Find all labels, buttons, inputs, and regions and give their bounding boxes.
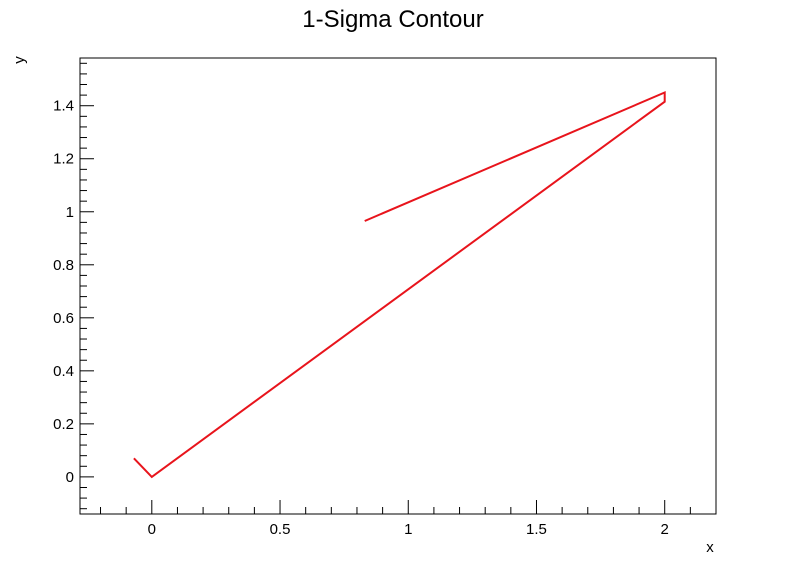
y-tick-label: 1.4 bbox=[53, 98, 74, 115]
chart-title: 1-Sigma Contour bbox=[302, 6, 483, 33]
x-axis-label: x bbox=[706, 539, 714, 556]
y-tick-label: 0.4 bbox=[53, 363, 74, 380]
y-tick-label: 0.2 bbox=[53, 416, 74, 433]
y-tick-label: 0.6 bbox=[53, 310, 74, 327]
y-axis: 0 0.2 0.4 0.6 0.8 1 1.2 1.4 bbox=[53, 62, 94, 510]
x-tick-label: 1 bbox=[404, 521, 412, 538]
x-tick-label: 0 bbox=[148, 521, 156, 538]
x-tick-label: 2 bbox=[661, 521, 669, 538]
contour-line bbox=[133, 90, 666, 479]
y-tick-label: 0.8 bbox=[53, 257, 74, 274]
y-tick-label: 0 bbox=[66, 469, 74, 486]
x-axis: 0 0.5 1 1.5 2 bbox=[100, 500, 717, 538]
plot-frame bbox=[79, 57, 717, 515]
series-layer bbox=[133, 90, 666, 479]
x-tick-label: 1.5 bbox=[526, 521, 547, 538]
y-axis-label: y bbox=[11, 56, 28, 64]
y-tick-label: 1 bbox=[66, 204, 74, 221]
x-tick-label: 0.5 bbox=[270, 521, 291, 538]
y-tick-label: 1.2 bbox=[53, 151, 74, 168]
